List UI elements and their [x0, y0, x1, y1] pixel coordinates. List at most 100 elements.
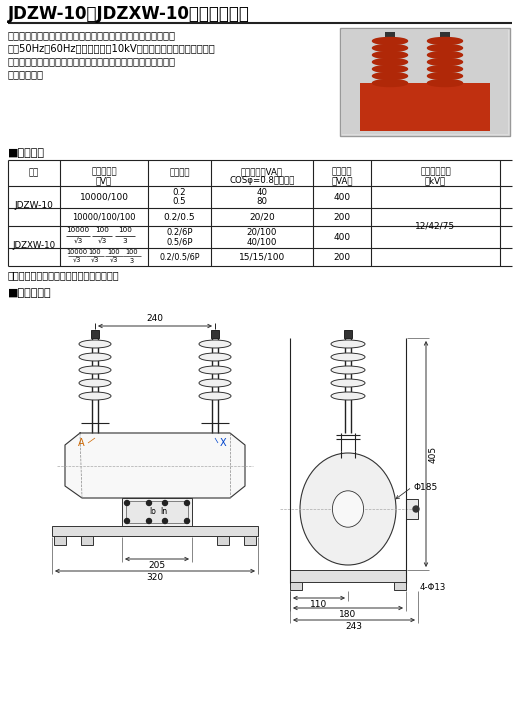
Text: 0.5: 0.5: [173, 198, 186, 207]
Text: 率为50Hz或60Hz，额定电压为10kV及以下电力系统中作电压、电: 率为50Hz或60Hz，额定电压为10kV及以下电力系统中作电压、电: [8, 43, 216, 53]
Text: 3: 3: [123, 238, 127, 245]
Text: JDZW-10、JDZXW-10型电压互感器: JDZW-10、JDZXW-10型电压互感器: [8, 5, 250, 23]
Ellipse shape: [199, 353, 231, 361]
FancyBboxPatch shape: [360, 83, 490, 131]
Text: √3: √3: [73, 258, 81, 264]
FancyBboxPatch shape: [290, 570, 406, 582]
Ellipse shape: [427, 51, 462, 58]
Text: 4-Φ13: 4-Φ13: [420, 583, 446, 592]
Text: 12/42/75: 12/42/75: [415, 221, 456, 231]
Ellipse shape: [79, 366, 111, 374]
Circle shape: [413, 506, 419, 512]
FancyBboxPatch shape: [386, 36, 394, 84]
Text: 能测量和继电保护用；具有耐电弧、耐老化、耐紫外线、使用寿: 能测量和继电保护用；具有耐电弧、耐老化、耐紫外线、使用寿: [8, 56, 176, 66]
Ellipse shape: [331, 392, 365, 400]
Circle shape: [147, 501, 151, 505]
Ellipse shape: [427, 72, 462, 79]
Text: 110: 110: [310, 600, 328, 609]
Ellipse shape: [372, 37, 408, 44]
Ellipse shape: [427, 58, 462, 65]
FancyBboxPatch shape: [342, 30, 508, 134]
Text: 205: 205: [148, 561, 165, 570]
Ellipse shape: [79, 353, 111, 361]
Ellipse shape: [372, 51, 408, 58]
Text: ■技术参数: ■技术参数: [8, 148, 45, 158]
Text: 20/100: 20/100: [247, 228, 277, 237]
Text: 0.2/0.5/6P: 0.2/0.5/6P: [159, 252, 200, 262]
Text: √3: √3: [73, 238, 83, 245]
Ellipse shape: [427, 37, 462, 44]
Ellipse shape: [372, 44, 408, 51]
Text: 100: 100: [95, 227, 109, 233]
Text: 240: 240: [147, 314, 163, 323]
FancyBboxPatch shape: [52, 526, 258, 536]
Ellipse shape: [199, 379, 231, 387]
Ellipse shape: [300, 453, 396, 565]
Ellipse shape: [372, 72, 408, 79]
Text: Φ185: Φ185: [414, 482, 438, 491]
Ellipse shape: [79, 340, 111, 348]
Text: 100: 100: [89, 249, 101, 254]
FancyBboxPatch shape: [344, 330, 352, 338]
Text: 243: 243: [345, 622, 362, 631]
Circle shape: [124, 519, 129, 524]
Text: 3: 3: [130, 258, 134, 264]
Polygon shape: [65, 433, 245, 498]
Text: 型号: 型号: [29, 169, 39, 177]
FancyBboxPatch shape: [244, 536, 256, 545]
FancyBboxPatch shape: [91, 330, 99, 338]
Text: 级次组合: 级次组合: [169, 169, 190, 177]
Text: JDZXW-10: JDZXW-10: [12, 242, 56, 250]
Text: （VA）: （VA）: [331, 176, 353, 185]
Ellipse shape: [427, 79, 462, 86]
Text: JDZW-10: JDZW-10: [15, 202, 54, 210]
Text: 40: 40: [256, 188, 267, 197]
Text: 本型电压互感器为环氧树脂浇注，全封闭支柱式结构，供额定频: 本型电压互感器为环氧树脂浇注，全封闭支柱式结构，供额定频: [8, 30, 176, 40]
Ellipse shape: [372, 79, 408, 86]
Ellipse shape: [331, 366, 365, 374]
Text: 320: 320: [147, 573, 164, 582]
Text: 10000/100: 10000/100: [80, 193, 128, 202]
Text: 180: 180: [340, 610, 357, 619]
Text: 额定络缘水平: 额定络缘水平: [420, 167, 451, 176]
Text: 200: 200: [333, 212, 350, 221]
FancyBboxPatch shape: [406, 499, 418, 519]
Ellipse shape: [79, 392, 111, 400]
FancyBboxPatch shape: [122, 498, 192, 526]
Text: lo: lo: [150, 508, 157, 517]
Ellipse shape: [331, 353, 365, 361]
FancyBboxPatch shape: [394, 582, 406, 590]
FancyBboxPatch shape: [217, 536, 229, 545]
Text: 80: 80: [256, 198, 267, 207]
Text: （kV）: （kV）: [425, 176, 446, 185]
Text: 额定电压比: 额定电压比: [91, 167, 117, 176]
Text: 命长等特点。: 命长等特点。: [8, 69, 44, 79]
Text: 400: 400: [333, 193, 350, 202]
Circle shape: [185, 519, 189, 524]
Text: ■产品外形图: ■产品外形图: [8, 288, 51, 298]
Text: √3: √3: [110, 258, 118, 264]
Ellipse shape: [331, 379, 365, 387]
Ellipse shape: [199, 392, 231, 400]
FancyBboxPatch shape: [385, 32, 395, 38]
Text: 405: 405: [429, 446, 438, 463]
FancyBboxPatch shape: [54, 536, 66, 545]
Ellipse shape: [331, 340, 365, 348]
Text: 400: 400: [333, 233, 350, 242]
FancyBboxPatch shape: [440, 32, 450, 38]
Text: 0.2/0.5: 0.2/0.5: [164, 212, 196, 221]
Text: （V）: （V）: [96, 176, 112, 185]
Circle shape: [185, 501, 189, 505]
Text: X: X: [219, 438, 226, 448]
Ellipse shape: [199, 366, 231, 374]
FancyBboxPatch shape: [340, 28, 510, 136]
Text: A: A: [77, 438, 84, 448]
Ellipse shape: [199, 340, 231, 348]
Circle shape: [147, 519, 151, 524]
Text: 0.2/6P: 0.2/6P: [166, 228, 193, 237]
Text: 10000/100/100: 10000/100/100: [72, 212, 136, 221]
Text: 10000: 10000: [67, 227, 89, 233]
FancyBboxPatch shape: [211, 330, 219, 338]
Ellipse shape: [427, 65, 462, 72]
Text: √3: √3: [91, 258, 99, 264]
